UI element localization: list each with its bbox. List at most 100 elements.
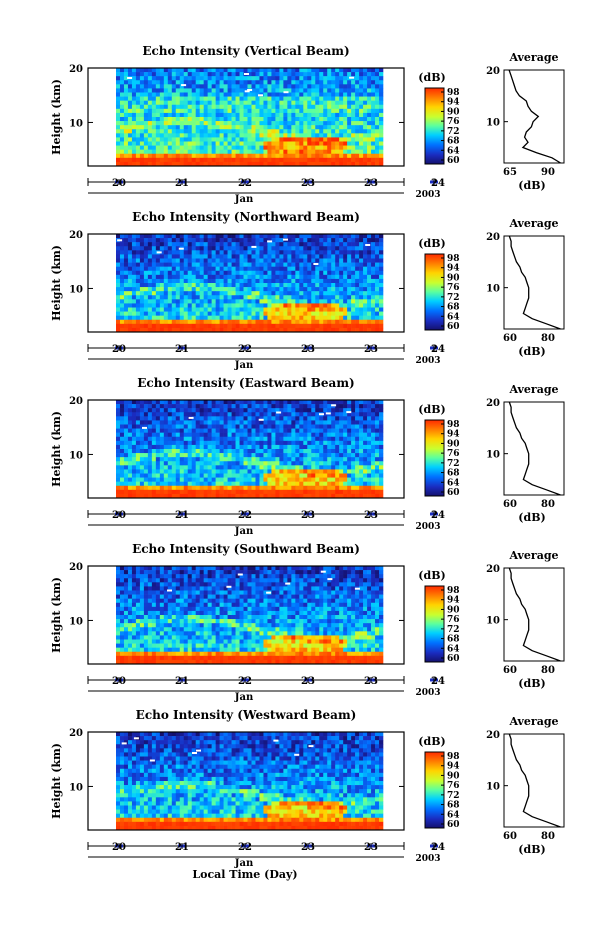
heatmap-cell xyxy=(123,323,129,329)
heatmap-cell xyxy=(315,311,320,316)
heatmap-cell xyxy=(291,303,296,308)
heatmap-cell xyxy=(355,424,360,429)
heatmap-cell xyxy=(259,266,264,272)
heatmap-cell xyxy=(319,291,324,296)
heatmap-cell xyxy=(351,112,356,118)
day-tick-label: 23 xyxy=(301,178,315,189)
heatmap-cell xyxy=(179,473,185,478)
heatmap-cell xyxy=(379,157,384,163)
heatmap-cell xyxy=(167,72,173,77)
heatmap-cell xyxy=(175,303,181,308)
heatmap-cell xyxy=(135,319,141,325)
heatmap-cell xyxy=(307,477,312,482)
heatmap-cell xyxy=(263,133,268,138)
heatmap-cell xyxy=(127,469,133,474)
heatmap-cell xyxy=(116,327,121,333)
heatmap-cell xyxy=(235,327,240,333)
heatmap-cell xyxy=(291,161,296,167)
heatmap-cell xyxy=(123,262,129,267)
heatmap-cell xyxy=(119,420,125,425)
heatmap-cell xyxy=(315,270,320,276)
average-x-label: (dB) xyxy=(518,179,545,192)
heatmap-cell xyxy=(127,84,133,89)
heatmap-cell xyxy=(367,133,372,138)
heatmap-cell xyxy=(343,400,348,405)
heatmap-cell xyxy=(291,461,296,466)
day-tick-label: 24 xyxy=(431,178,445,189)
heatmap-cell xyxy=(179,436,185,442)
heatmap-cell xyxy=(155,485,161,491)
heatmap-cell xyxy=(127,80,133,85)
heatmap-cell xyxy=(207,234,212,239)
heatmap-cell xyxy=(291,84,296,89)
heatmap-cell xyxy=(175,234,181,239)
heatmap-cell xyxy=(203,100,208,106)
heatmap-cell xyxy=(307,161,312,167)
heatmap-cell xyxy=(375,258,380,263)
heatmap-cell xyxy=(283,84,288,89)
heatmap-cell xyxy=(343,327,348,333)
heatmap-cell xyxy=(355,80,360,85)
heatmap-cell xyxy=(303,473,308,478)
heatmap-cell xyxy=(295,137,300,142)
heatmap-cell xyxy=(315,428,320,433)
heatmap-cell xyxy=(347,80,352,85)
heatmap-cell xyxy=(251,258,256,263)
heatmap-cell xyxy=(275,461,280,466)
heatmap-cell xyxy=(295,449,300,454)
heatmap-cell xyxy=(279,72,284,77)
heatmap-cell xyxy=(211,404,216,409)
heatmap-cell xyxy=(247,84,252,89)
heatmap-cell xyxy=(335,149,340,155)
heatmap-cell xyxy=(187,96,193,101)
heatmap-cell xyxy=(123,489,129,495)
heatmap-cell xyxy=(143,242,149,247)
heatmap-cell xyxy=(259,234,264,239)
heatmap-cell xyxy=(327,246,332,251)
heatmap-cell xyxy=(195,266,200,272)
heatmap-cell xyxy=(243,76,248,81)
heatmap-cell xyxy=(255,76,260,81)
heatmap-cell xyxy=(123,258,129,263)
heatmap-cell xyxy=(143,161,149,167)
heatmap-cell xyxy=(267,145,272,150)
heatmap-cell xyxy=(295,457,300,462)
heatmap-cell xyxy=(379,141,384,146)
heatmap-cell xyxy=(339,246,344,251)
heatmap-cell xyxy=(119,412,125,417)
heatmap-cell xyxy=(367,436,372,442)
heatmap-cell xyxy=(327,404,332,409)
heatmap-cell xyxy=(127,299,133,304)
heatmap-cell xyxy=(343,408,348,413)
heatmap-cell xyxy=(215,129,220,134)
heatmap-cell xyxy=(323,449,328,454)
heatmap-cell xyxy=(295,250,300,255)
heatmap-cell xyxy=(355,319,360,325)
heatmap-cell xyxy=(219,149,224,155)
heatmap-cell xyxy=(275,295,280,300)
heatmap-cell xyxy=(355,100,360,106)
heatmap-cell xyxy=(359,137,364,142)
heatmap-cell xyxy=(331,278,336,284)
heatmap-cell xyxy=(335,96,340,101)
heatmap-cell xyxy=(299,68,304,73)
heatmap-cell xyxy=(231,72,236,77)
heatmap-cell xyxy=(271,432,276,438)
heatmap-cell xyxy=(195,481,200,487)
heatmap-cell xyxy=(235,250,240,255)
heatmap-cell xyxy=(307,274,312,280)
heatmap-cell xyxy=(255,96,260,101)
heatmap-cell xyxy=(315,400,320,405)
heatmap-cell xyxy=(247,68,252,73)
heatmap-cell xyxy=(375,100,380,106)
heatmap-cell xyxy=(355,112,360,118)
heatmap-cell xyxy=(307,92,312,97)
heatmap-cell xyxy=(147,400,153,405)
heatmap-cell xyxy=(367,481,372,487)
heatmap-cell xyxy=(359,449,364,454)
heatmap-cell xyxy=(259,493,264,499)
heatmap-cell xyxy=(291,436,296,442)
heatmap-cell xyxy=(355,461,360,466)
heatmap-cell xyxy=(295,469,300,474)
heatmap-cell xyxy=(259,432,264,438)
